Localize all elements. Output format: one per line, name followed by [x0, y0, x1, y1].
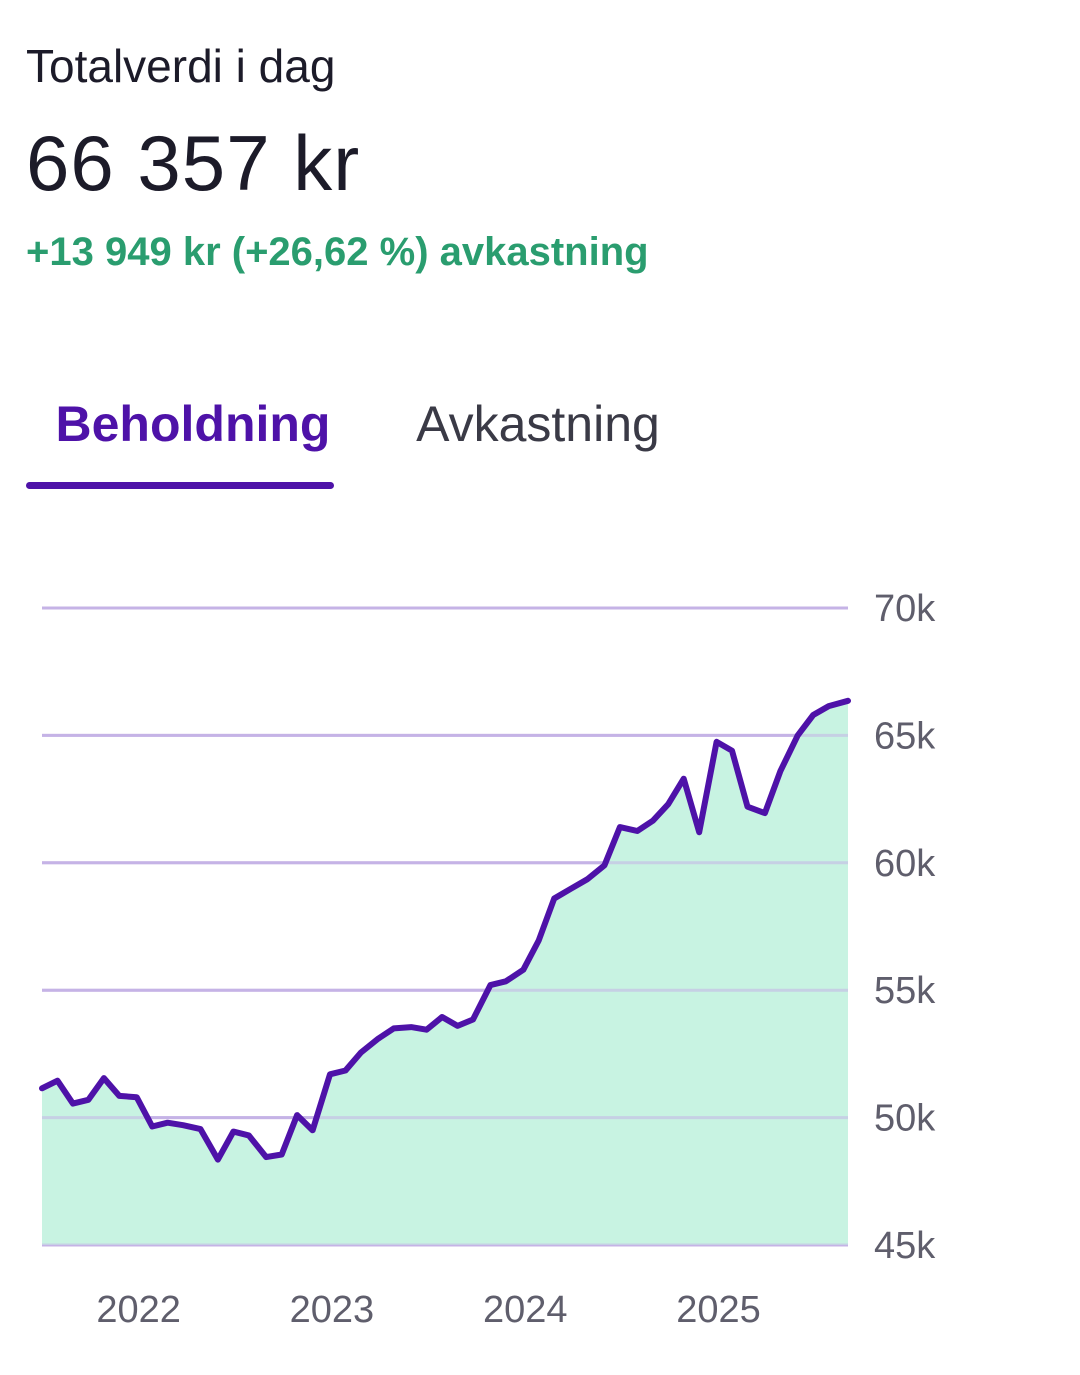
page-title: Totalverdi i dag [26, 40, 336, 92]
series-line [39, 697, 851, 1163]
summary-header: Totalverdi i dag 66 357 kr +13 949 kr (+… [26, 36, 1046, 278]
active-tab-indicator [26, 482, 334, 489]
area-fill [42, 700, 848, 1245]
x-tick-label: 2022 [96, 1289, 181, 1331]
grid-lines-overlay [42, 606, 848, 1247]
x-tick-label: 2023 [290, 1289, 375, 1331]
y-axis-ticks: 70k 65k 60k 55k 50k 45k [874, 588, 936, 1267]
x-tick-label: 2024 [483, 1289, 568, 1331]
holdings-chart: 70k 65k 60k 55k 50k 45k 2022 2023 2024 2025 [39, 588, 936, 1331]
return-delta: +13 949 kr (+26,62 %) avkastning [26, 230, 649, 274]
x-axis-ticks: 2022 2023 2024 2025 [96, 1289, 760, 1331]
tab-beholdning[interactable]: Beholdning [55, 396, 331, 452]
y-tick-label: 65k [874, 715, 936, 757]
y-tick-label: 45k [874, 1225, 936, 1267]
y-tick-label: 55k [874, 970, 936, 1012]
x-tick-label: 2025 [676, 1289, 761, 1331]
tab-avkastning[interactable]: Avkastning [416, 396, 660, 452]
y-tick-label: 50k [874, 1098, 936, 1140]
total-value: 66 357 kr [26, 119, 361, 207]
tab-bar: Beholdning Avkastning [26, 380, 1046, 492]
y-tick-label: 70k [874, 588, 936, 630]
y-tick-label: 60k [874, 843, 936, 885]
